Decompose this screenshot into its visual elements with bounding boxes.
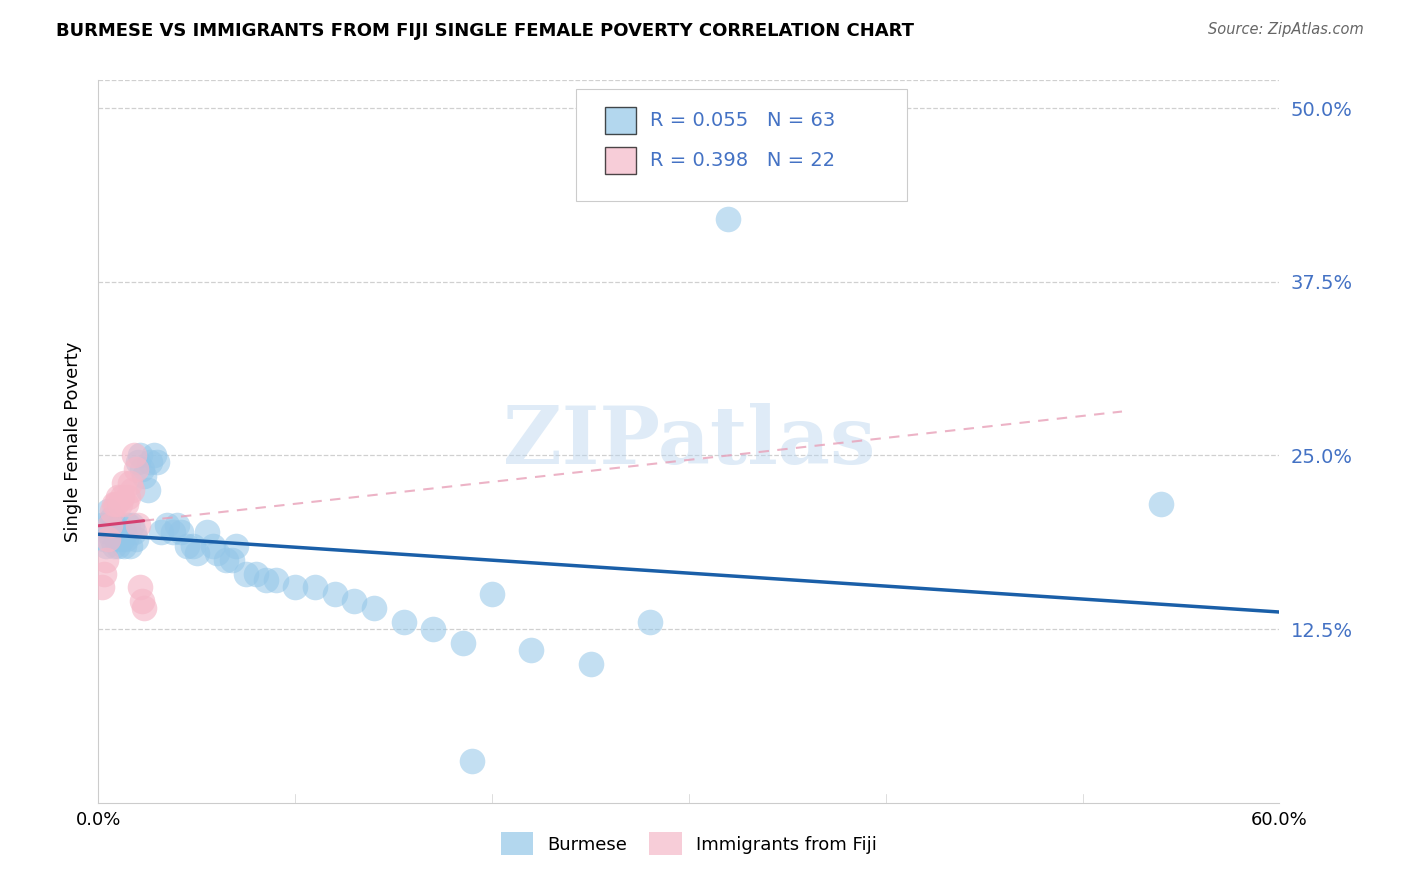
Point (181, 539, 204, 553)
Point (101, 511, 124, 525)
Text: Source: ZipAtlas.com: Source: ZipAtlas.com (1208, 22, 1364, 37)
Point (156, 517, 179, 532)
Y-axis label: Single Female Poverty: Single Female Poverty (63, 342, 82, 541)
Point (138, 455, 160, 469)
Point (1150, 497, 1173, 511)
Point (91, 517, 114, 532)
Legend: Burmese, Immigrants from Fiji: Burmese, Immigrants from Fiji (494, 825, 884, 863)
Point (150, 524, 173, 539)
Point (215, 552, 238, 566)
Text: R = 0.055   N = 63: R = 0.055 N = 63 (650, 111, 835, 130)
Point (97, 504, 120, 518)
Point (127, 455, 149, 469)
Point (107, 490, 129, 504)
Point (422, 622, 444, 636)
Point (121, 483, 143, 498)
Point (363, 601, 385, 615)
Point (128, 581, 150, 595)
Text: R = 0.398   N = 22: R = 0.398 N = 22 (650, 151, 835, 170)
Point (520, 643, 543, 657)
Point (170, 524, 193, 539)
Text: BURMESE VS IMMIGRANTS FROM FIJI SINGLE FEMALE POVERTY CORRELATION CHART: BURMESE VS IMMIGRANTS FROM FIJI SINGLE F… (56, 22, 914, 40)
Point (107, 539, 129, 553)
Point (112, 524, 135, 539)
Point (481, 587, 503, 601)
Point (136, 483, 159, 498)
Point (121, 517, 143, 532)
Point (118, 539, 141, 553)
Text: ZIPatlas: ZIPatlas (503, 402, 875, 481)
Point (142, 449, 165, 463)
Point (108, 497, 131, 511)
Point (323, 587, 346, 601)
Point (146, 455, 169, 469)
Point (132, 469, 155, 483)
Point (115, 497, 138, 511)
Point (131, 594, 153, 608)
Point (105, 497, 128, 511)
Point (132, 601, 155, 615)
Point (111, 532, 134, 546)
Point (103, 539, 125, 553)
Point (343, 594, 366, 608)
Point (235, 566, 257, 581)
Point (166, 517, 188, 532)
Point (461, 754, 484, 768)
Point (125, 532, 148, 546)
Point (162, 524, 184, 539)
Point (254, 574, 277, 588)
Point (107, 517, 129, 532)
Point (579, 657, 602, 671)
Point (225, 539, 247, 553)
Point (101, 504, 124, 518)
Point (122, 449, 145, 463)
Point (131, 462, 153, 476)
Point (97, 532, 120, 546)
Point (98, 517, 121, 532)
Point (93, 532, 115, 546)
Point (101, 532, 124, 546)
Point (127, 517, 149, 532)
Point (195, 524, 218, 539)
Point (176, 539, 198, 553)
Point (245, 566, 267, 581)
Point (91, 581, 114, 595)
Point (128, 449, 150, 463)
Point (284, 581, 307, 595)
Point (111, 490, 134, 504)
Point (451, 636, 474, 650)
Point (117, 490, 139, 504)
Point (201, 539, 224, 553)
Point (638, 615, 661, 630)
Point (264, 574, 287, 588)
Point (98, 517, 121, 532)
Point (304, 581, 326, 595)
Point (108, 524, 131, 539)
Point (112, 539, 135, 553)
Point (96, 539, 118, 553)
Point (105, 524, 128, 539)
Point (112, 476, 135, 491)
Point (717, 212, 740, 227)
Point (125, 462, 148, 476)
Point (97, 524, 120, 539)
Point (93, 566, 115, 581)
Point (221, 552, 243, 566)
Point (118, 476, 141, 491)
Point (117, 517, 139, 532)
Point (115, 532, 138, 546)
Point (96, 552, 118, 566)
Point (392, 615, 415, 630)
Point (122, 524, 145, 539)
Point (103, 497, 125, 511)
Point (205, 546, 228, 560)
Point (186, 546, 208, 560)
